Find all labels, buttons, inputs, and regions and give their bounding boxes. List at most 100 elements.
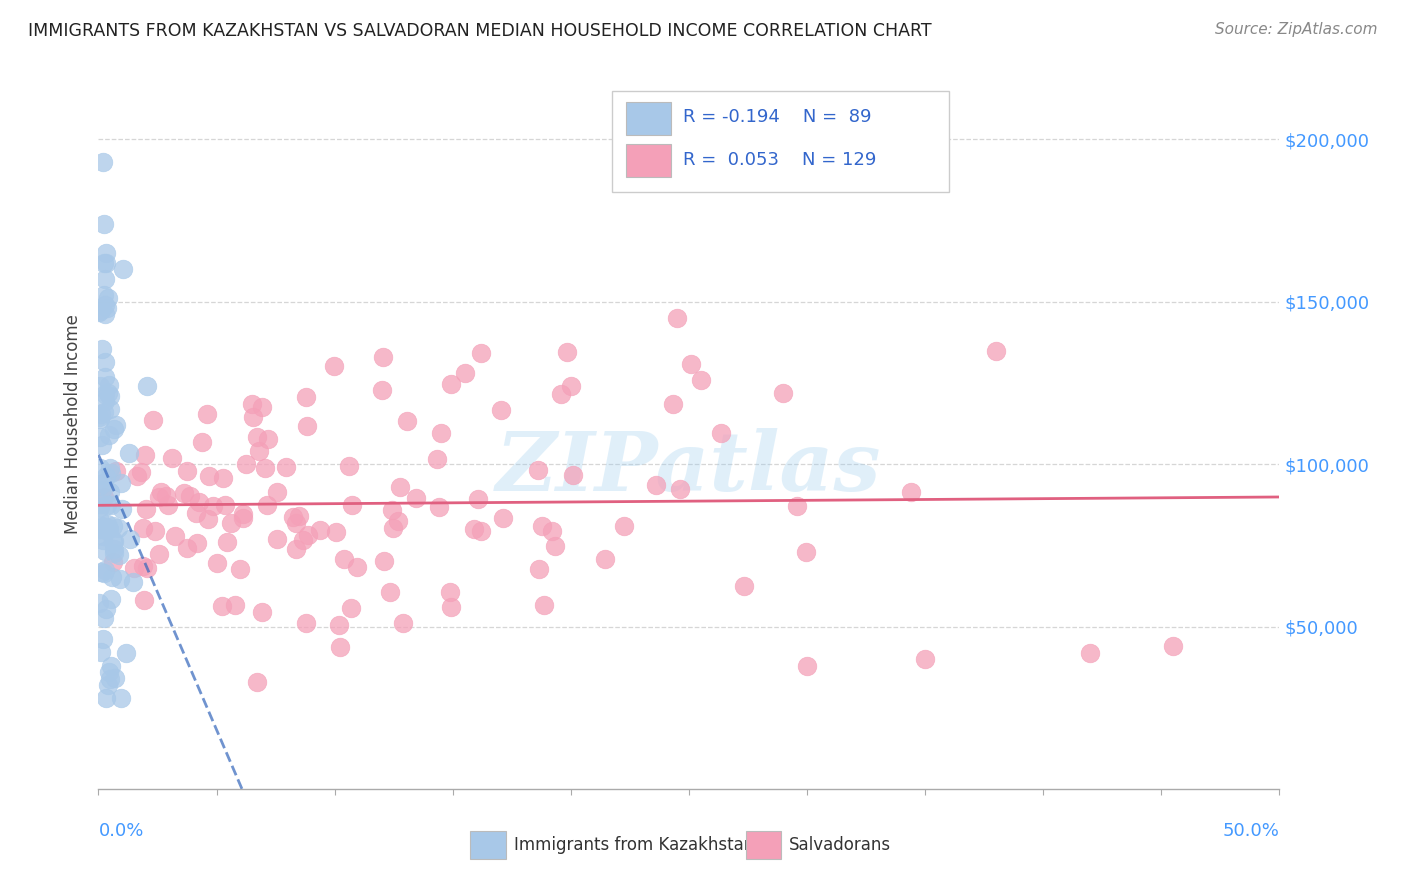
Point [202,499,225,513]
Point [427,500,450,514]
Point [197,512,219,526]
Point [786,499,808,513]
Point [97,386,120,401]
Point [914,652,936,666]
Point [328,618,350,632]
Point [371,383,394,397]
Point [90,522,112,536]
Point [527,562,550,576]
Point [125,468,148,483]
Point [103,422,125,436]
Point [118,533,141,547]
Point [593,552,616,566]
Text: Immigrants from Kazakhstan: Immigrants from Kazakhstan [515,836,755,854]
Point [389,480,412,494]
Point [662,397,685,411]
Point [160,451,183,466]
Text: Source: ZipAtlas.com: Source: ZipAtlas.com [1215,22,1378,37]
Point [381,502,404,516]
Point [198,469,221,483]
Point [94,601,117,615]
Point [97,521,120,535]
Point [105,417,128,432]
Text: 0.0%: 0.0% [98,822,143,840]
Point [613,519,636,533]
Point [240,397,263,411]
Point [772,385,794,400]
Point [430,425,453,440]
Point [94,691,117,706]
FancyBboxPatch shape [626,102,671,135]
Point [665,311,688,326]
Point [176,541,198,555]
Point [733,579,755,593]
Point [94,387,117,401]
Point [381,521,404,535]
Point [103,534,125,549]
Point [100,592,122,607]
Text: R =  0.053    N = 129: R = 0.053 N = 129 [683,151,876,169]
Point [1080,646,1102,660]
Point [284,516,307,530]
Text: IMMIGRANTS FROM KAZAKHSTAN VS SALVADORAN MEDIAN HOUSEHOLD INCOME CORRELATION CHA: IMMIGRANTS FROM KAZAKHSTAN VS SALVADORAN… [28,22,932,40]
Point [794,545,817,559]
Point [560,379,582,393]
Point [90,519,112,533]
Point [135,379,157,393]
FancyBboxPatch shape [471,831,506,859]
Point [463,522,485,536]
Point [250,400,273,414]
Point [679,357,702,371]
Point [405,491,427,505]
Point [337,459,360,474]
Point [96,469,118,483]
Point [100,498,122,512]
FancyBboxPatch shape [626,145,671,178]
Point [489,403,512,417]
Point [108,572,131,586]
Point [97,522,120,536]
Point [100,390,122,404]
Point [550,387,572,401]
Point [188,495,211,509]
Point [90,303,112,318]
Point [93,405,115,419]
Point [90,645,112,659]
Point [1161,640,1184,654]
Point [470,346,492,360]
Point [97,291,120,305]
Point [96,301,118,316]
Point [186,506,208,520]
Point [122,561,145,575]
Point [89,411,111,425]
Point [371,351,394,365]
Point [91,533,114,547]
Point [266,533,288,547]
Point [163,528,186,542]
Point [89,461,111,475]
Point [103,541,125,556]
Point [91,342,114,356]
Point [100,466,122,480]
Point [94,355,117,369]
Point [190,435,212,450]
Point [98,401,121,416]
Point [531,519,554,533]
Point [232,511,254,525]
Point [378,585,401,599]
Point [562,468,585,483]
Point [101,569,124,583]
Point [96,517,118,532]
Point [89,409,111,424]
Point [89,511,111,525]
Point [93,490,115,504]
Point [295,616,318,631]
Point [89,305,111,319]
Point [224,599,246,613]
Point [555,344,578,359]
FancyBboxPatch shape [612,91,949,192]
Point [90,407,112,421]
Point [94,246,117,260]
Point [93,566,115,580]
Point [256,433,278,447]
